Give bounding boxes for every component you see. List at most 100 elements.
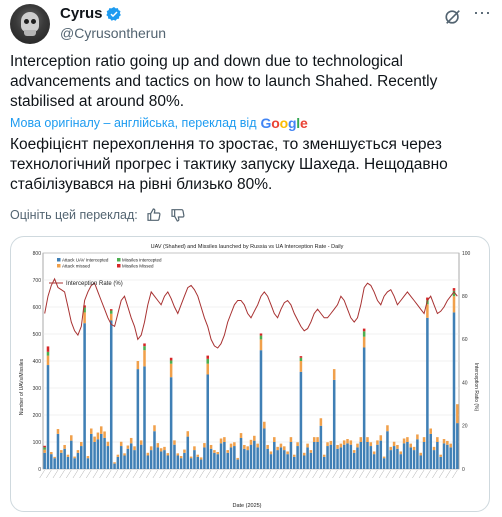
bar-segment: [429, 433, 432, 469]
bar-segment: [56, 433, 60, 469]
legend-label: Missiles Missed: [122, 264, 154, 269]
x-tick-label: [418, 469, 425, 479]
bar-segment: [389, 446, 393, 451]
bar-segment: [299, 356, 303, 358]
bar-segment: [73, 456, 76, 459]
bar-segment: [166, 455, 170, 469]
bar-segment: [169, 357, 173, 361]
bar-segment: [456, 404, 459, 424]
x-tick-label: [106, 469, 112, 479]
bar-segment: [116, 454, 120, 457]
tweet-header: Cyrus @Cyrusontherun ⋯: [10, 4, 492, 44]
bar-segment: [139, 444, 143, 469]
x-tick-label: [225, 469, 232, 479]
x-tick-label: [139, 469, 145, 479]
x-tick-label: [312, 469, 318, 479]
bar-segment: [359, 442, 363, 469]
bar-segment: [73, 458, 76, 469]
bar-segment: [289, 442, 293, 469]
bar-segment: [406, 437, 409, 442]
bar-segment: [126, 448, 130, 469]
bar-segment: [99, 433, 103, 469]
x-tick-label: [252, 469, 258, 479]
thumbs-down-icon[interactable]: [170, 207, 186, 223]
bar-segment: [316, 437, 319, 442]
bar-segment: [302, 452, 306, 456]
bar-segment: [452, 296, 456, 313]
bar-segment: [312, 442, 316, 469]
x-tick-label: [112, 469, 119, 479]
bar-segment: [43, 445, 46, 448]
bar-segment: [233, 446, 236, 469]
x-tick-label: [259, 469, 265, 479]
avatar[interactable]: [10, 4, 50, 44]
bar-segment: [206, 363, 210, 375]
bar-segment: [169, 363, 173, 378]
rate-translation-row: Оцініть цей переклад:: [10, 207, 186, 223]
bar-segment: [133, 446, 136, 451]
x-tick-label: [352, 469, 358, 479]
bar-segment: [209, 448, 213, 469]
bar-segment: [66, 454, 70, 457]
x-tick-label: [325, 469, 332, 479]
thumbs-up-icon[interactable]: [146, 207, 162, 223]
y-tick-label: 400: [33, 359, 42, 365]
translated-text: Коефіцієнт перехоплення то зростає, то з…: [10, 136, 448, 193]
bar-segment: [446, 444, 449, 469]
x-tick-label: [378, 469, 385, 479]
more-options-icon[interactable]: ⋯: [473, 3, 491, 23]
bar-segment: [53, 458, 56, 469]
bar-segment: [99, 426, 103, 434]
bar-segment: [422, 437, 426, 442]
bar-segment: [219, 438, 223, 444]
bar-segment: [76, 450, 80, 453]
bar-segment: [419, 455, 422, 469]
y-tick-label: 800: [33, 251, 42, 257]
bar-segment: [206, 355, 210, 359]
bar-segment: [456, 423, 459, 469]
bar-segment: [319, 425, 323, 469]
grok-icon[interactable]: [444, 8, 462, 26]
bar-segment: [189, 456, 193, 459]
bar-segment: [136, 369, 140, 469]
bar-segment: [246, 450, 249, 469]
x-tick-label: [92, 469, 99, 479]
x-tick-label: [59, 469, 65, 479]
author-handle[interactable]: @Cyrusontherun: [60, 25, 167, 41]
bar-segment: [196, 454, 200, 457]
y2-tick-label: 80: [462, 294, 468, 300]
translation-label[interactable]: Мова оригіналу – англійська, переклад ві…: [10, 116, 257, 130]
bar-segment: [449, 443, 452, 448]
bar-segment: [286, 451, 289, 455]
bar-segment: [106, 441, 110, 447]
bar-segment: [452, 290, 456, 297]
x-tick-label: [199, 469, 205, 479]
y2-tick-label: 60: [462, 337, 468, 343]
bar-segment: [229, 447, 233, 469]
bar-segment: [292, 456, 296, 469]
x-tick-label: [79, 469, 85, 479]
bar-segment: [83, 323, 86, 469]
x-tick-label: [432, 469, 438, 479]
y2-tick-label: 100: [462, 251, 471, 257]
bar-segment: [179, 456, 183, 459]
bar-segment: [80, 442, 83, 447]
bar-segment: [133, 450, 136, 469]
bar-segment: [163, 450, 166, 469]
translation-attribution[interactable]: Мова оригіналу – англійська, переклад ві…: [10, 115, 308, 131]
bar-segment: [436, 442, 439, 469]
bar-segment: [326, 442, 329, 447]
bar-segment: [263, 421, 266, 429]
chart-image[interactable]: UAV (Shahed) and Missiles launched by Ru…: [10, 236, 490, 512]
bar-segment: [103, 431, 106, 438]
bar-segment: [143, 366, 146, 469]
bar-segment: [116, 456, 120, 469]
bar-segment: [276, 446, 279, 451]
bar-segment: [349, 444, 353, 469]
author-name[interactable]: Cyrus: [60, 5, 103, 22]
bar-segment: [176, 455, 180, 469]
bar-segment: [399, 454, 403, 469]
bar-segment: [416, 439, 419, 469]
x-tick-label: [405, 469, 411, 479]
bar-segment: [109, 310, 113, 314]
